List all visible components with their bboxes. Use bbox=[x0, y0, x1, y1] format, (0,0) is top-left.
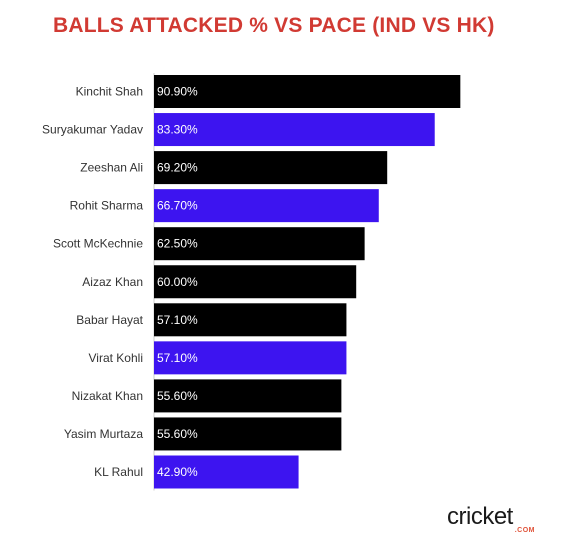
category-label-3: Rohit Sharma bbox=[70, 199, 144, 213]
value-label-7: 57.10% bbox=[157, 351, 198, 365]
bar-10 bbox=[154, 455, 299, 489]
value-label-4: 62.50% bbox=[157, 237, 198, 251]
bar-1 bbox=[154, 113, 435, 147]
chart-title: BALLS ATTACKED % VS PACE (IND VS HK) bbox=[53, 14, 495, 37]
value-label-0: 90.90% bbox=[157, 85, 198, 99]
category-label-6: Babar Hayat bbox=[76, 313, 143, 327]
value-label-6: 57.10% bbox=[157, 313, 198, 327]
bar-5 bbox=[154, 265, 357, 299]
category-label-8: Nizakat Khan bbox=[72, 389, 143, 403]
category-label-4: Scott McKechnie bbox=[53, 237, 143, 251]
bar-6 bbox=[154, 303, 347, 337]
value-label-8: 55.60% bbox=[157, 389, 198, 403]
category-label-1: Suryakumar Yadav bbox=[42, 123, 143, 137]
bar-3 bbox=[154, 189, 379, 223]
value-label-10: 42.90% bbox=[157, 465, 198, 479]
cricket-com-logo: cricket .COM bbox=[447, 505, 539, 537]
category-label-5: Aizaz Khan bbox=[82, 275, 143, 289]
value-label-1: 83.30% bbox=[157, 123, 198, 137]
value-label-9: 55.60% bbox=[157, 427, 198, 441]
bar-0 bbox=[154, 75, 461, 108]
category-label-9: Yasim Murtaza bbox=[64, 427, 143, 441]
value-label-2: 69.20% bbox=[157, 161, 198, 175]
category-label-10: KL Rahul bbox=[94, 465, 143, 479]
logo-wordmark: cricket bbox=[447, 503, 513, 530]
category-label-2: Zeeshan Ali bbox=[80, 161, 143, 175]
value-label-5: 60.00% bbox=[157, 275, 198, 289]
bar-7 bbox=[154, 341, 347, 375]
bar-4 bbox=[154, 227, 365, 261]
category-label-7: Virat Kohli bbox=[89, 351, 143, 365]
bar-8 bbox=[154, 379, 342, 413]
bar-9 bbox=[154, 417, 342, 451]
value-label-3: 66.70% bbox=[157, 199, 198, 213]
bar-2 bbox=[154, 151, 388, 185]
logo-suffix: .COM bbox=[514, 527, 535, 534]
category-label-0: Kinchit Shah bbox=[76, 85, 143, 99]
